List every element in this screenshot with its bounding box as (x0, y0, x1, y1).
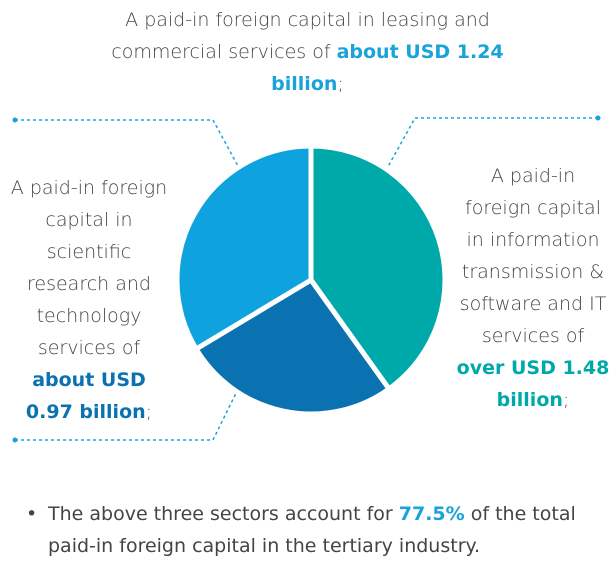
label-end: ; (337, 73, 344, 95)
label-right: A paid-in foreign capital in information… (455, 160, 611, 416)
note-text: of the total paid-in foreign capital in … (48, 503, 576, 557)
label-top: A paid-in foreign capital in leasing and… (110, 4, 505, 100)
dot (12, 437, 18, 443)
value-label: over USD 1.48 billion (456, 357, 610, 411)
label-left: A paid-in foreign capital in scientific … (8, 172, 170, 428)
value-label: about USD 0.97 billion (25, 369, 146, 423)
label-end: ; (145, 401, 153, 423)
label-end: ; (562, 389, 570, 411)
note: The above three sectors account for 77.5… (48, 498, 603, 562)
leader-line (15, 119, 239, 167)
note-highlight: 77.5% (398, 503, 465, 525)
pie-slice (308, 143, 448, 392)
note-text: The above three sectors account for (48, 503, 393, 525)
label-text: A paid-in foreign capital in information… (459, 165, 607, 347)
pie-slice (174, 143, 314, 352)
leader-line (384, 117, 598, 173)
dot (12, 117, 18, 123)
label-text: A paid-in foreign capital in leasing and… (111, 9, 490, 63)
leaders (15, 117, 598, 441)
leader-line (15, 384, 241, 441)
value-label: about USD 1.24 billion (271, 41, 504, 95)
leader-dots (12, 115, 601, 443)
label-text: A paid-in foreign capital in scientific … (10, 177, 168, 359)
bullet: • (26, 503, 38, 525)
pie (174, 143, 448, 417)
dot (595, 115, 601, 121)
pie-slice (193, 277, 392, 417)
